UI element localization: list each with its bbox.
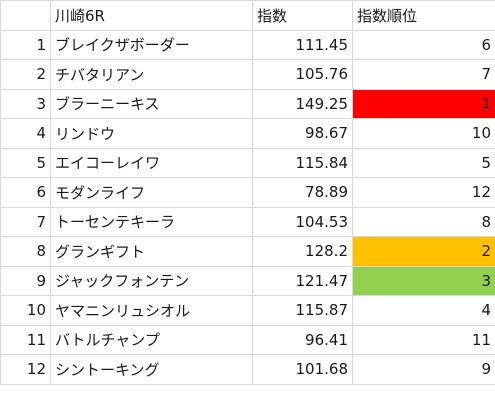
- horse-name-cell[interactable]: グランギフト: [50, 236, 253, 267]
- table-row: 6 モダンライフ 78.89 12: [0, 177, 495, 208]
- header-rownum-cell[interactable]: [0, 0, 51, 31]
- index-value-cell[interactable]: 78.89: [252, 177, 353, 208]
- rank-value-cell[interactable]: 1: [352, 88, 495, 119]
- horse-name-cell[interactable]: モダンライフ: [50, 177, 253, 208]
- row-number-cell[interactable]: 4: [0, 118, 51, 149]
- rank-value-cell[interactable]: 10: [352, 118, 495, 149]
- table-row: 5 エイコーレイワ 115.84 5: [0, 147, 495, 178]
- table-row: 7 トーセンテキーラ 104.53 8: [0, 206, 495, 237]
- index-value-cell[interactable]: 115.84: [252, 147, 353, 178]
- index-value-cell[interactable]: 128.2: [252, 236, 353, 267]
- table-row: 8 グランギフト 128.2 2: [0, 236, 495, 267]
- header-race-cell[interactable]: 川崎6R: [50, 0, 253, 31]
- rank-value-cell[interactable]: 6: [352, 29, 495, 60]
- horse-name-cell[interactable]: エイコーレイワ: [50, 147, 253, 178]
- rank-value-cell[interactable]: 4: [352, 295, 495, 326]
- row-number-cell[interactable]: 6: [0, 177, 51, 208]
- row-number-cell[interactable]: 1: [0, 29, 51, 60]
- header-rank-cell[interactable]: 指数順位: [352, 0, 495, 31]
- horse-name-cell[interactable]: チバタリアン: [50, 59, 253, 90]
- spreadsheet-grid: 川崎6R 指数 指数順位 1 ブレイクザボーダー 111.45 6 2 チバタリアン 105…: [0, 0, 495, 385]
- rank-value-cell[interactable]: 5: [352, 147, 495, 178]
- horse-name-cell[interactable]: バトルチャンプ: [50, 324, 253, 355]
- table-row: 4 リンドウ 98.67 10: [0, 118, 495, 149]
- horse-name-cell[interactable]: ブラーニーキス: [50, 88, 253, 119]
- row-number-cell[interactable]: 12: [0, 354, 51, 385]
- header-row: 川崎6R 指数 指数順位: [0, 0, 495, 31]
- index-value-cell[interactable]: 101.68: [252, 354, 353, 385]
- index-value-cell[interactable]: 98.67: [252, 118, 353, 149]
- table-row: 12 シントーキング 101.68 9: [0, 354, 495, 385]
- rank-value-cell[interactable]: 11: [352, 324, 495, 355]
- rank-value-cell[interactable]: 8: [352, 206, 495, 237]
- rank-value-cell[interactable]: 2: [352, 236, 495, 267]
- row-number-cell[interactable]: 9: [0, 265, 51, 296]
- rank-value-cell[interactable]: 3: [352, 265, 495, 296]
- table-row: 3 ブラーニーキス 149.25 1: [0, 88, 495, 119]
- index-value-cell[interactable]: 121.47: [252, 265, 353, 296]
- table-row: 10 ヤマニンリュシオル 115.87 4: [0, 295, 495, 326]
- row-number-cell[interactable]: 11: [0, 324, 51, 355]
- row-number-cell[interactable]: 10: [0, 295, 51, 326]
- header-index-cell[interactable]: 指数: [252, 0, 353, 31]
- horse-name-cell[interactable]: シントーキング: [50, 354, 253, 385]
- horse-name-cell[interactable]: ジャックフォンテン: [50, 265, 253, 296]
- row-number-cell[interactable]: 8: [0, 236, 51, 267]
- table-row: 11 バトルチャンプ 96.41 11: [0, 324, 495, 355]
- horse-name-cell[interactable]: ヤマニンリュシオル: [50, 295, 253, 326]
- row-number-cell[interactable]: 3: [0, 88, 51, 119]
- horse-name-cell[interactable]: リンドウ: [50, 118, 253, 149]
- index-value-cell[interactable]: 104.53: [252, 206, 353, 237]
- table-row: 1 ブレイクザボーダー 111.45 6: [0, 29, 495, 60]
- index-value-cell[interactable]: 115.87: [252, 295, 353, 326]
- index-value-cell[interactable]: 149.25: [252, 88, 353, 119]
- index-value-cell[interactable]: 111.45: [252, 29, 353, 60]
- horse-name-cell[interactable]: トーセンテキーラ: [50, 206, 253, 237]
- table-row: 9 ジャックフォンテン 121.47 3: [0, 265, 495, 296]
- rank-value-cell[interactable]: 12: [352, 177, 495, 208]
- rank-value-cell[interactable]: 9: [352, 354, 495, 385]
- rank-value-cell[interactable]: 7: [352, 59, 495, 90]
- row-number-cell[interactable]: 2: [0, 59, 51, 90]
- row-number-cell[interactable]: 5: [0, 147, 51, 178]
- row-number-cell[interactable]: 7: [0, 206, 51, 237]
- horse-name-cell[interactable]: ブレイクザボーダー: [50, 29, 253, 60]
- table-row: 2 チバタリアン 105.76 7: [0, 59, 495, 90]
- index-value-cell[interactable]: 105.76: [252, 59, 353, 90]
- index-value-cell[interactable]: 96.41: [252, 324, 353, 355]
